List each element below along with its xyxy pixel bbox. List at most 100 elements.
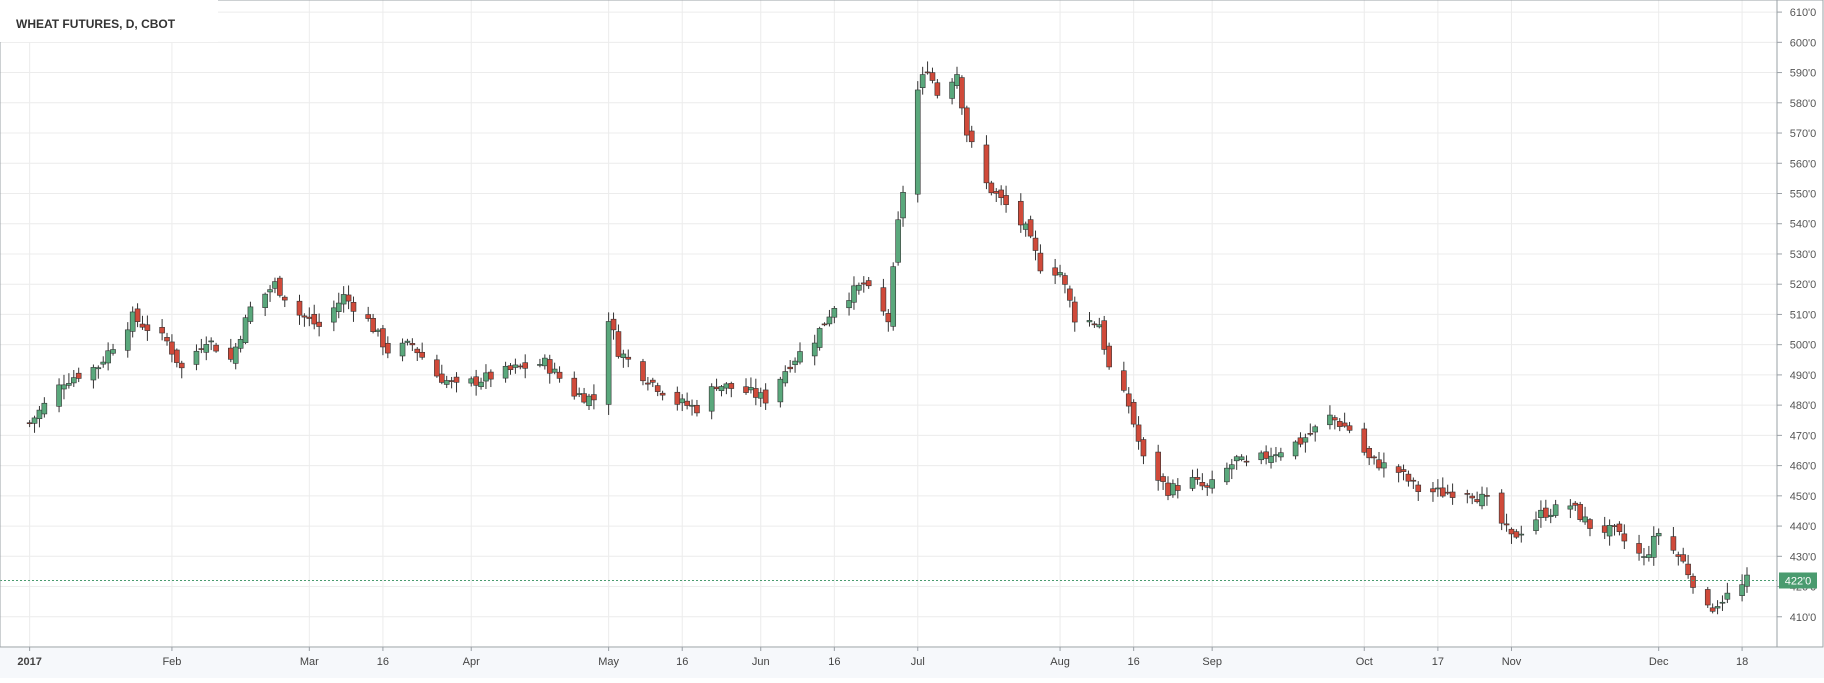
candle-down	[296, 300, 303, 316]
candle-up	[1292, 441, 1299, 457]
candle-up	[36, 409, 43, 420]
candle-up	[797, 351, 803, 363]
candle-down	[654, 385, 661, 392]
candle-up	[1641, 556, 1647, 558]
candle-down	[134, 308, 141, 322]
candle-up	[1086, 320, 1093, 323]
candle-down	[1194, 477, 1201, 480]
candle-up	[1022, 223, 1029, 230]
candle-down	[1032, 237, 1039, 251]
candle-up	[335, 302, 342, 312]
x-tick-label: Feb	[162, 656, 181, 668]
candle-up	[900, 192, 906, 219]
x-tick-label: Mar	[300, 656, 319, 668]
candle-up	[1533, 519, 1539, 531]
candle-up	[856, 284, 862, 291]
candle-up	[576, 393, 582, 395]
candle-up	[1567, 505, 1574, 510]
candle-up	[1170, 483, 1176, 496]
candle-up	[1646, 554, 1652, 558]
last-price-badge-box	[1779, 572, 1817, 589]
candle-down	[311, 313, 318, 325]
candle-down	[419, 351, 425, 358]
candle-up	[782, 371, 789, 384]
candle-up	[1238, 456, 1245, 460]
y-tick-label: 490'0	[1790, 370, 1817, 382]
candle-up	[1228, 464, 1235, 470]
candle-down	[865, 280, 872, 287]
candle-up	[1057, 272, 1063, 276]
candle-down	[1071, 301, 1078, 323]
candle-up	[1552, 504, 1559, 516]
candle-down	[1709, 607, 1716, 612]
x-tick-label: Apr	[463, 656, 480, 668]
y-tick-label: 590'0	[1790, 68, 1817, 80]
candle-down	[1121, 370, 1127, 391]
candle-down	[1543, 507, 1549, 518]
candle-down	[1690, 575, 1696, 588]
candle-up	[777, 378, 784, 403]
candle-up	[689, 404, 695, 407]
candle-down	[1508, 528, 1515, 535]
candle-up	[193, 350, 200, 365]
candle-up	[124, 329, 131, 351]
candle-down	[507, 365, 514, 370]
candle-down	[1704, 589, 1711, 606]
candle-down	[178, 362, 185, 369]
y-tick-label: 410'0	[1790, 612, 1817, 624]
candle-down	[610, 318, 617, 331]
candle-down	[1091, 323, 1098, 326]
candle-down	[998, 189, 1004, 199]
x-tick-label: Aug	[1050, 656, 1070, 668]
time-axis[interactable]: 2017 Feb Mar 16 Apr May 16 Jun 16 Jul Aug 16 Sep Oct 1…	[17, 647, 1748, 668]
y-tick-label: 510'0	[1790, 309, 1817, 321]
candle-up	[1312, 426, 1319, 433]
candle-down	[1611, 525, 1618, 527]
candle-down	[1601, 525, 1608, 533]
candle-up	[811, 342, 818, 357]
candle-down	[1400, 469, 1407, 472]
candle-down	[924, 71, 931, 74]
candle-up	[1302, 437, 1309, 443]
candles-group	[26, 61, 1750, 615]
candle-up	[66, 383, 72, 386]
candle-up	[895, 219, 901, 263]
candle-up	[237, 339, 244, 349]
candle-down	[350, 301, 357, 312]
candle-down	[1361, 428, 1368, 453]
candle-up	[757, 392, 764, 399]
candle-down	[1444, 491, 1451, 494]
candle-up	[1096, 324, 1103, 328]
candle-down	[983, 144, 990, 184]
candle-up	[831, 308, 838, 318]
candle-down	[762, 389, 769, 404]
candle-up	[1655, 532, 1662, 537]
candle-down	[198, 348, 205, 350]
candle-up	[708, 386, 715, 412]
candle-down	[964, 107, 970, 136]
candle-down	[169, 341, 175, 355]
candle-up	[718, 386, 725, 392]
candle-up	[1327, 414, 1333, 426]
candle-down	[988, 182, 995, 194]
price-axis[interactable]: 410'0420'0430'0440'0450'0460'0470'0480'0…	[1777, 7, 1816, 624]
y-tick-label: 440'0	[1790, 521, 1817, 533]
candle-down	[174, 349, 180, 363]
candle-down	[1395, 466, 1402, 473]
candle-down	[1680, 554, 1687, 562]
candle-down	[144, 324, 151, 331]
x-tick-label: 17	[1432, 656, 1444, 668]
candle-up	[914, 89, 921, 195]
candle-up	[792, 360, 798, 366]
candle-up	[919, 74, 926, 89]
y-tick-label: 570'0	[1790, 128, 1817, 140]
y-tick-label: 480'0	[1790, 400, 1817, 412]
candle-down	[1140, 439, 1147, 457]
y-tick-label: 550'0	[1790, 188, 1817, 200]
y-tick-label: 600'0	[1790, 37, 1817, 49]
candle-up	[1435, 487, 1441, 490]
y-tick-label: 530'0	[1790, 249, 1817, 261]
candle-up	[949, 81, 955, 99]
